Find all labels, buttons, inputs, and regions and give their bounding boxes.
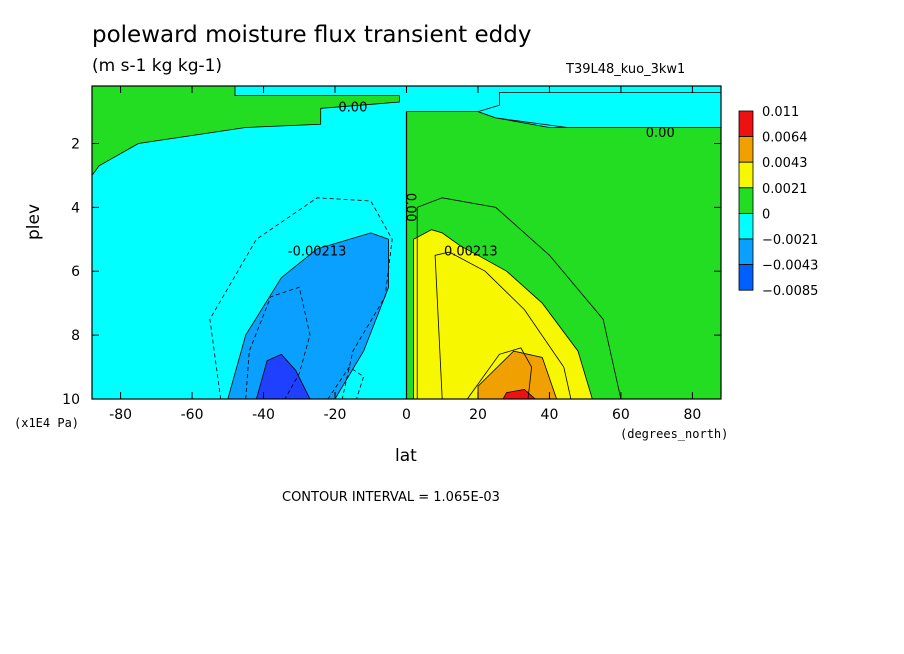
- legend-label: −0.0021: [762, 233, 818, 248]
- contour-label: 0.00: [646, 126, 675, 141]
- legend-label: 0.0021: [762, 182, 808, 197]
- plot-area: 0.00 0.00 0.00 -0.00213 0.00213: [91, 85, 722, 400]
- x-tick-label: 20: [469, 407, 487, 423]
- region-sh-light-blue: [227, 232, 390, 400]
- x-tick-label: -60: [181, 407, 204, 423]
- legend-label: 0.011: [762, 105, 799, 120]
- contour-interval: CONTOUR INTERVAL = 1.065E-03: [282, 490, 500, 505]
- legend-swatch: [738, 161, 754, 189]
- x-axis-label: lat: [395, 446, 417, 466]
- legend-label: −0.0085: [762, 284, 818, 299]
- x-tick-label: 0: [402, 407, 411, 423]
- y-axis-units: (x1E4 Pa): [14, 416, 80, 430]
- y-tick-label: 6: [71, 264, 80, 280]
- run-name: T39L48_kuo_3kw1: [566, 62, 686, 77]
- legend-label: −0.0043: [762, 259, 818, 274]
- x-tick-label: 40: [541, 407, 559, 423]
- y-tick-label: 10: [62, 392, 80, 408]
- axes: -80 -60 -40 -20 0 20 40 60 80 2 4 6 8 10: [62, 85, 722, 423]
- contour-label: 0.00: [338, 101, 367, 116]
- region-stratosphere-green-sh: [91, 85, 400, 177]
- color-legend: 0.011 0.0064 0.0043 0.0021 0 −0.0021 −0.0043 −0…: [738, 105, 818, 299]
- legend-swatch: [738, 212, 754, 240]
- contour-label: 0.00213: [444, 244, 498, 259]
- contour-label: 0.00: [403, 193, 418, 222]
- legend-swatch: [738, 136, 754, 163]
- legend-swatch: [738, 238, 754, 266]
- x-tick-label: -20: [324, 407, 347, 423]
- x-tick-label: -80: [109, 407, 132, 423]
- chart-units: (m s-1 kg kg-1): [92, 56, 223, 76]
- legend-label: 0: [762, 207, 770, 222]
- chart-title: poleward moisture flux transient eddy: [92, 22, 532, 48]
- legend-swatch: [738, 264, 754, 291]
- x-tick-label: -40: [252, 407, 275, 423]
- y-tick-label: 8: [71, 328, 80, 344]
- x-tick-label: 60: [612, 407, 630, 423]
- y-tick-label: 2: [71, 136, 80, 152]
- x-tick-label: 80: [683, 407, 701, 423]
- region-nh-yellow: [413, 229, 593, 400]
- legend-swatch: [738, 187, 754, 214]
- contour-negative: [245, 286, 311, 400]
- x-axis-units: (degrees_north): [620, 427, 729, 441]
- contour-negative: [209, 197, 393, 400]
- y-tick-label: 4: [71, 200, 80, 216]
- legend-label: 0.0064: [762, 131, 808, 146]
- contour-positive: [466, 347, 533, 400]
- legend-label: 0.0043: [762, 156, 808, 171]
- contour-label: -0.00213: [288, 244, 346, 259]
- contour-positive: [416, 197, 622, 400]
- contour-positive: [434, 251, 572, 400]
- legend-swatch: [738, 110, 754, 138]
